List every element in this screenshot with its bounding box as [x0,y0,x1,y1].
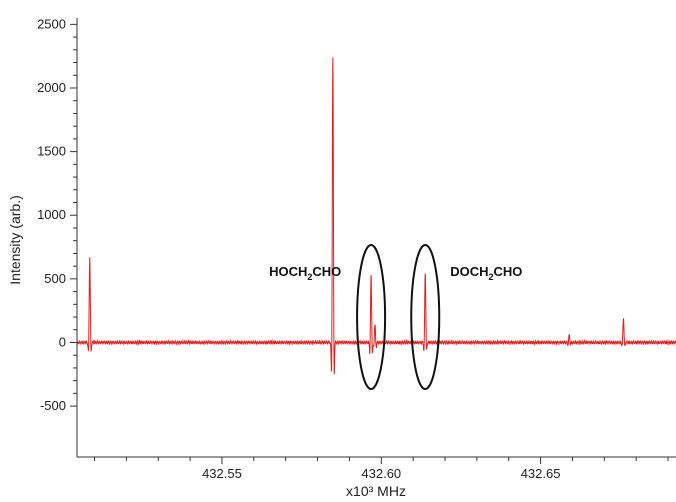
y-tick-label: 1500 [37,144,66,159]
y-tick-label: -500 [40,398,66,413]
y-axis: -500 0 500 1000 1500 2000 2500 [37,16,78,457]
annotation-ellipse [410,244,441,390]
x-axis: 432.55 432.60 432.65 [77,456,676,481]
x-tick-label: 432.60 [361,466,401,481]
y-tick-label: 1000 [37,207,66,222]
y-tick-label: 2500 [37,16,66,31]
y-tick-label: 500 [44,271,66,286]
annotation-marks: HOCH2CHO DOCH2CHO [269,244,522,390]
annotation-ellipse [356,244,387,390]
y-axis-title: Intensity (arb.) [7,195,23,284]
spectrum-trace [76,57,676,375]
molecule-label: HOCH2CHO [269,264,341,282]
x-tick-label: 432.55 [202,466,242,481]
x-axis-title: x10³ MHz [346,483,406,499]
x-tick-label: 432.65 [521,466,561,481]
y-tick-label: 2000 [37,80,66,95]
y-tick-label: 0 [59,334,66,349]
molecule-label: DOCH2CHO [450,264,522,282]
